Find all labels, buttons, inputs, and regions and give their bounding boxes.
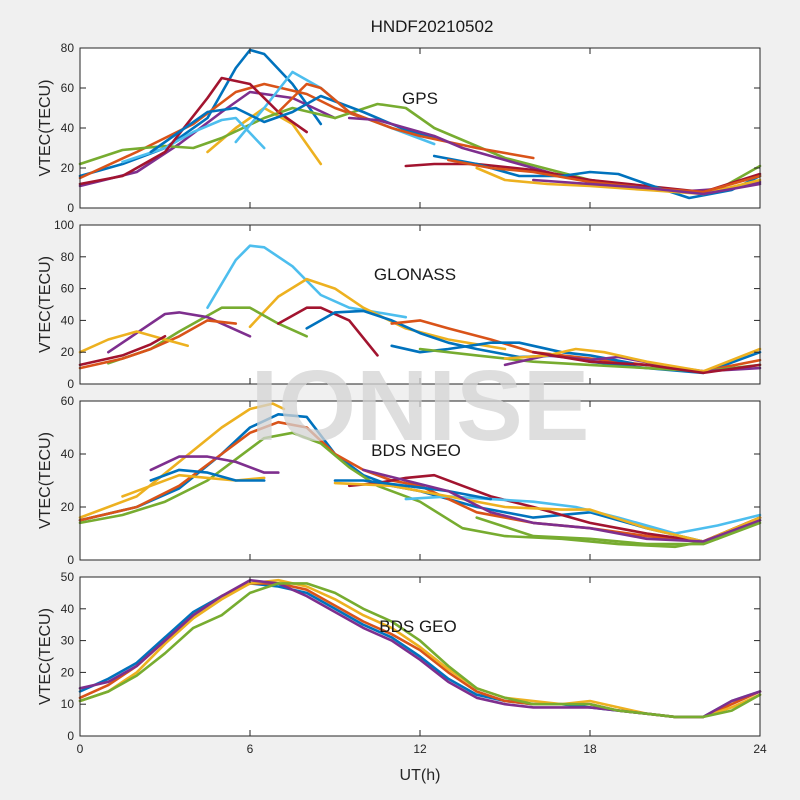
glonass-series-line-3 [107, 311, 252, 354]
bds-ngeo-y-tick-label: 40 [61, 447, 75, 461]
glonass-series-line-14 [532, 350, 762, 375]
panel-glonass: 0 20 40 60 80 100 VTEC(TECU) GLONASS [37, 218, 762, 391]
gps-series-line-15 [532, 178, 762, 196]
bds-ngeo-series-line-10 [333, 479, 493, 501]
bds-ngeo-y-tick-label: 60 [61, 394, 75, 408]
bds-ngeo-y-axis-label: VTEC(TECU) [37, 432, 54, 529]
glonass-series-line-1 [248, 277, 507, 351]
x-tick-label: 12 [413, 742, 427, 756]
figure-title: HNDF20210502 [371, 17, 494, 36]
bds-ngeo-series-group [78, 402, 762, 549]
glonass-series-line-6 [78, 335, 167, 367]
x-tick-label: 0 [77, 742, 84, 756]
glonass-y-tick-label: 40 [61, 313, 75, 327]
gps-y-axis-label: VTEC(TECU) [37, 80, 54, 177]
bds-geo-y-tick-label: 40 [61, 602, 75, 616]
bds-ngeo-series-line-3 [78, 431, 762, 549]
gps-series-line-7 [78, 76, 308, 186]
glonass-y-tick-label: 0 [67, 377, 74, 391]
bds-geo-y-tick-label: 0 [67, 729, 74, 743]
x-tick-label: 18 [583, 742, 597, 756]
glonass-series-line-7 [277, 306, 379, 357]
bds-ngeo-series-line-12 [475, 516, 762, 546]
glonass-series-group [78, 244, 762, 375]
glonass-annotation: GLONASS [374, 265, 456, 284]
bds-geo-y-axis-label: VTEC(TECU) [37, 608, 54, 705]
panel-bds-geo: 0 6 12 18 24 0 10 20 30 40 50 VTEC(TECU) BDS GEO [37, 570, 767, 756]
bds-ngeo-annotation: BDS NGEO [371, 441, 461, 460]
bds-geo-series-line-4 [78, 582, 762, 719]
bds-ngeo-y-tick-label: 0 [67, 553, 74, 567]
gps-y-tick-label: 60 [61, 81, 75, 95]
bds-ngeo-series-line-11 [362, 468, 762, 543]
x-axis-label: UT(h) [400, 767, 441, 784]
gps-series-line-5 [121, 116, 266, 164]
bds-geo-y-tick-label: 10 [61, 697, 75, 711]
glonass-y-axis-label: VTEC(TECU) [37, 256, 54, 353]
gps-y-tick-label: 0 [67, 201, 74, 215]
bds-ngeo-series-line-0 [78, 402, 286, 519]
gps-annotation: GPS [402, 89, 438, 108]
x-tick-label: 24 [753, 742, 767, 756]
glonass-series-line-4 [78, 319, 238, 370]
bds-ngeo-series-line-9 [333, 481, 762, 543]
panel-gps: 0 20 40 60 80 VTEC(TECU) GPS [37, 41, 762, 215]
bds-geo-y-tick-label: 50 [61, 570, 75, 584]
bds-geo-series-group [78, 578, 762, 719]
gps-y-tick-label: 40 [61, 121, 75, 135]
glonass-series-line-5 [78, 330, 189, 354]
bds-ngeo-series-line-6 [149, 468, 266, 482]
watermark: IONISE [251, 350, 590, 462]
gps-y-tick-label: 20 [61, 161, 75, 175]
glonass-y-tick-label: 60 [61, 282, 75, 296]
gps-y-tick-label: 80 [61, 41, 75, 55]
bds-ngeo-y-tick-label: 20 [61, 500, 75, 514]
gps-series-line-14 [447, 158, 762, 194]
bds-geo-y-tick-label: 30 [61, 634, 75, 648]
glonass-y-tick-label: 20 [61, 345, 75, 359]
gps-series-group [78, 48, 762, 200]
bds-ngeo-series-line-7 [347, 473, 762, 543]
bds-geo-annotation: BDS GEO [379, 617, 456, 636]
glonass-y-tick-label: 80 [61, 250, 75, 264]
x-tick-label: 6 [247, 742, 254, 756]
gps-plot-area [80, 48, 760, 208]
glonass-series-line-10 [390, 341, 634, 365]
glonass-y-tick-label: 100 [54, 218, 74, 232]
bds-geo-y-tick-label: 20 [61, 665, 75, 679]
bds-ngeo-series-line-4 [149, 455, 280, 474]
glonass-plot-area [80, 225, 760, 384]
panel-bds-ngeo: 0 20 40 60 VTEC(TECU) BDS NGEO [37, 394, 762, 567]
